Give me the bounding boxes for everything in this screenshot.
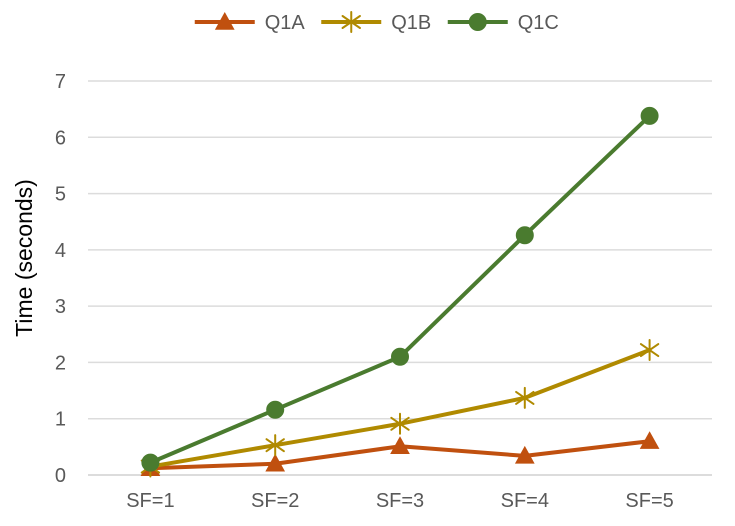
marker-stroke [639,343,660,358]
legend: Q1A Q1B Q1C [194,11,559,34]
marker-stroke [265,438,285,453]
data-point [515,226,534,245]
y-tick-label: 1 [55,409,66,431]
legend-label: Q1C [518,12,559,34]
y-tick-label: 6 [55,127,66,149]
data-point [391,347,409,366]
legend-item: Q1A [194,11,306,34]
data-point [639,339,660,362]
series-q1a [140,431,660,476]
legend-item: Q1C [447,12,559,34]
y-tick-label: 2 [55,352,66,374]
series-line [148,113,652,465]
y-tick-label: 4 [55,240,66,262]
y-axis-title: Time (seconds) [11,179,37,337]
legend-item: Q1B [321,11,431,34]
data-point [515,386,535,409]
legend-label: Q1B [391,12,431,34]
x-tick-label: SF=3 [376,490,424,512]
data-point [390,412,410,435]
series [140,106,660,478]
y-axis-ticks: 0 1 2 3 4 5 6 7 [55,71,66,487]
data-point [265,453,286,472]
x-tick-label: SF=5 [625,490,673,512]
legend-label: Q1A [265,12,306,34]
series-q1c [141,106,659,472]
x-tick-label: SF=1 [126,490,174,512]
data-point [639,431,660,449]
legend-marker [341,11,361,33]
y-tick-label: 0 [55,465,66,487]
data-point [640,106,659,125]
data-point [390,436,410,454]
y-tick-label: 3 [55,296,66,318]
data-point [514,445,535,464]
x-tick-label: SF=2 [251,490,299,512]
y-tick-label: 7 [55,71,66,93]
x-tick-label: SF=4 [501,490,549,512]
data-point [141,453,160,472]
marker-stroke [390,416,410,431]
data-point [265,434,285,457]
legend-marker [468,13,487,31]
data-point [266,400,285,419]
x-axis-ticks: SF=1 SF=2 SF=3 SF=4 SF=5 [126,490,674,512]
y-tick-label: 5 [55,184,66,206]
legend-marker [214,11,235,30]
marker-stroke [515,390,535,405]
marker-stroke [341,15,361,29]
